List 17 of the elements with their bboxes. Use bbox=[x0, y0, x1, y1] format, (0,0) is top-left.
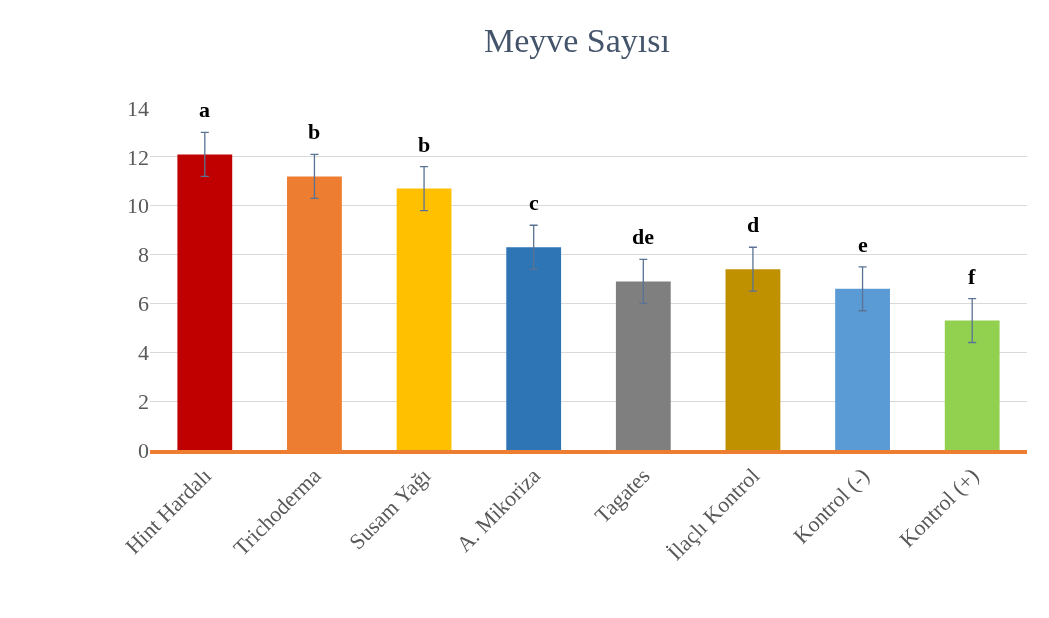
chart-title: Meyve Sayısı bbox=[483, 21, 670, 59]
annotation: e bbox=[858, 232, 868, 257]
y-tick-label: 10 bbox=[127, 193, 149, 219]
annotation: b bbox=[308, 119, 321, 144]
y-tick-label: 2 bbox=[138, 388, 149, 414]
y-tick-label: 8 bbox=[138, 242, 149, 268]
y-tick-label: 4 bbox=[138, 339, 149, 365]
annotation: d bbox=[747, 212, 760, 237]
annotation: c bbox=[529, 190, 539, 215]
y-tick-label: 12 bbox=[127, 144, 149, 170]
annotation: de bbox=[632, 224, 655, 249]
y-tick-label: 0 bbox=[138, 437, 149, 463]
annotation: f bbox=[968, 264, 976, 289]
annotation: b bbox=[418, 132, 431, 157]
annotation: a bbox=[199, 97, 210, 122]
y-tick-label: 14 bbox=[127, 95, 149, 121]
y-tick-label: 6 bbox=[138, 291, 149, 317]
